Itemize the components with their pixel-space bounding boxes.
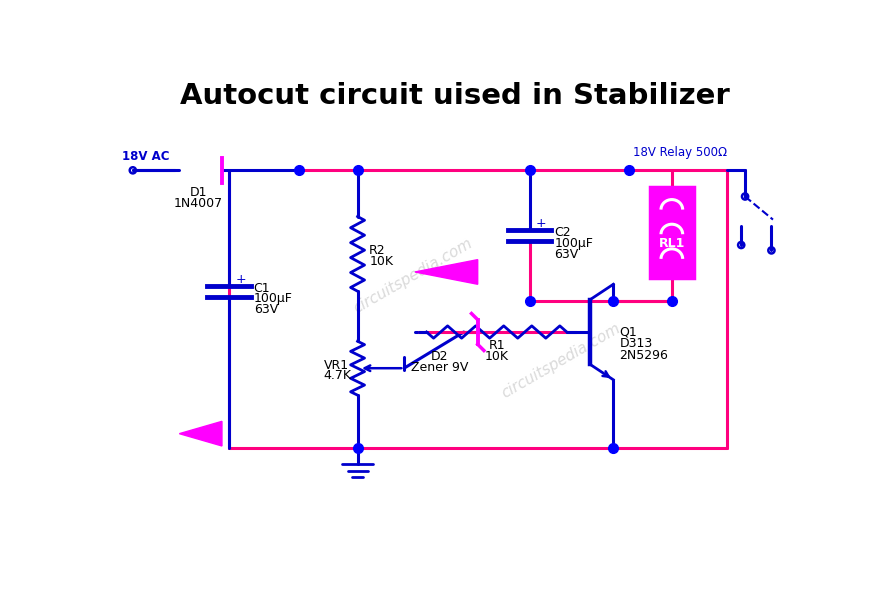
Text: D2: D2 — [430, 350, 448, 363]
Text: Q1: Q1 — [620, 326, 637, 339]
Text: VR1: VR1 — [324, 359, 348, 371]
Polygon shape — [180, 422, 222, 446]
Text: +: + — [235, 273, 245, 286]
Text: 1N4007: 1N4007 — [174, 197, 223, 210]
Text: Zener 9V: Zener 9V — [411, 361, 468, 374]
Polygon shape — [415, 260, 477, 284]
Text: 100μF: 100μF — [253, 292, 292, 306]
Text: Autocut circuit uised in Stabilizer: Autocut circuit uised in Stabilizer — [180, 83, 730, 111]
Text: R2: R2 — [369, 245, 386, 257]
Text: C1: C1 — [253, 282, 270, 295]
Text: D313: D313 — [620, 337, 653, 350]
Text: 18V AC: 18V AC — [122, 150, 170, 163]
Text: 10K: 10K — [369, 255, 393, 268]
Text: RL1: RL1 — [659, 237, 685, 250]
Bar — [650, 187, 694, 278]
Text: 4.7K: 4.7K — [324, 370, 351, 382]
Text: 63V: 63V — [555, 248, 579, 261]
Text: D1: D1 — [190, 187, 207, 200]
Text: 63V: 63V — [253, 303, 278, 316]
Text: circuitspedia.com: circuitspedia.com — [351, 236, 476, 316]
Text: +: + — [536, 217, 547, 230]
Text: 100μF: 100μF — [555, 237, 593, 250]
Text: 2N5296: 2N5296 — [620, 349, 669, 362]
Text: 10K: 10K — [485, 350, 509, 363]
Text: R1: R1 — [488, 339, 505, 352]
Text: C2: C2 — [555, 226, 571, 239]
Text: circuitspedia.com: circuitspedia.com — [499, 321, 623, 401]
Text: 18V Relay 500Ω: 18V Relay 500Ω — [633, 147, 727, 160]
